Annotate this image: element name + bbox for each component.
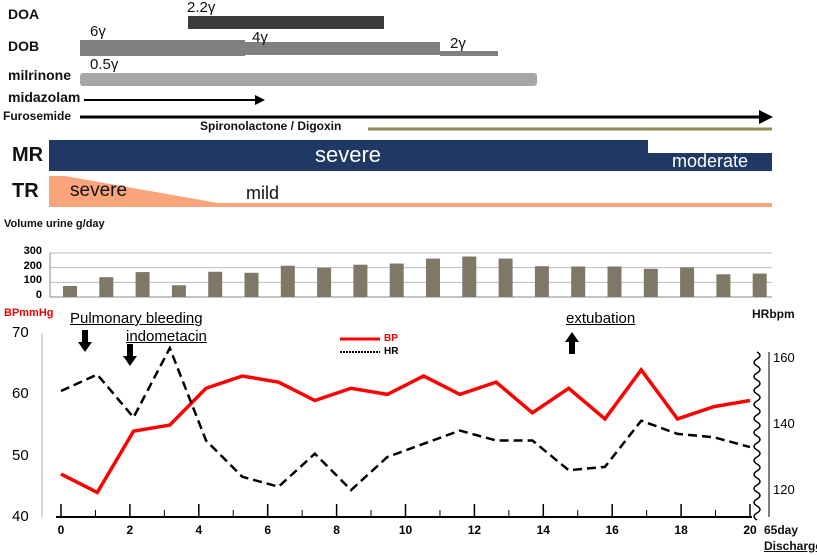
bp-axis-label: BPmmHg (4, 307, 54, 319)
x-tick-label: 0 (57, 523, 65, 537)
down-arrow-icon (123, 344, 137, 366)
legend-bp-label: BP (384, 333, 398, 344)
urine-bar (643, 268, 658, 297)
x-tick-label: 16 (605, 523, 619, 537)
urine-bar (607, 266, 622, 297)
urine-bar (534, 266, 549, 297)
milrinone-dose: 0.5γ (90, 56, 119, 73)
urine-bar (716, 274, 731, 297)
urine-bar (498, 258, 513, 297)
x-tick-label: 12 (467, 523, 482, 537)
x-end-label: 65day (764, 523, 799, 537)
dob-dose-3: 2γ (450, 35, 466, 52)
x-tick-label: 8 (333, 523, 340, 537)
bp-ytick-label: 60 (12, 385, 29, 403)
urine-bar (426, 258, 440, 297)
hr-ytick-label: 140 (773, 416, 795, 431)
x-tick-label: 20 (743, 523, 757, 537)
x-tick-label: 6 (264, 523, 272, 537)
doa-label: DOA (8, 6, 40, 22)
bp-ytick-label: 50 (12, 446, 29, 464)
dob-bar-2 (440, 51, 498, 56)
midazolam-label: midazolam (8, 89, 81, 105)
dob-dose-2: 4γ (252, 29, 268, 46)
urine-bar (171, 285, 186, 297)
x-tick-label: 4 (195, 523, 203, 537)
doa-bar (188, 16, 384, 29)
bp-line (60, 366, 751, 495)
dob-bar-6 (80, 40, 245, 56)
dob-bar-4 (245, 42, 440, 55)
annotation-pulmonary-bleeding: Pulmonary bleeding (70, 310, 203, 327)
urine-bar (135, 272, 150, 297)
mr-severe-text: severe (315, 142, 382, 167)
tr-mild-text: mild (246, 183, 280, 203)
bar-ytick-label: 0 (35, 289, 42, 301)
milrinone-label: milrinone (8, 67, 72, 83)
hr-ytick-label: 160 (773, 350, 795, 365)
urine-bar (571, 266, 586, 297)
tr-bar (49, 176, 772, 207)
urine-bar (317, 267, 332, 297)
urine-bar (389, 263, 404, 297)
x-tick-label: 2 (126, 523, 134, 537)
urine-bar (63, 286, 77, 297)
annotation-indometacin: indometacin (126, 328, 207, 345)
x-tick-label: 18 (674, 523, 688, 537)
furosemide-label: Furosemide (3, 109, 72, 123)
annotation-extubation: extubation (566, 310, 636, 327)
mr-label: MR (12, 144, 44, 166)
furosemide-arrowhead-icon (759, 110, 773, 124)
urine-bar (244, 272, 259, 297)
dob-label: DOB (8, 38, 40, 54)
bp-ytick-label: 40 (12, 508, 29, 525)
mr-moderate-bar (648, 153, 772, 171)
bar-ytick-label: 300 (23, 245, 42, 257)
mr-severe-bar (49, 140, 648, 171)
hr-line (60, 345, 751, 492)
axis-break-icon (753, 351, 761, 521)
tr-label: TR (12, 180, 39, 202)
discharge-label: Discharge (764, 539, 817, 553)
tr-severe-text: severe (70, 180, 128, 201)
mr-moderate-text: moderate (672, 151, 749, 171)
urine-title: Volume urine g/day (4, 218, 105, 230)
hr-axis-label: HRbpm (752, 307, 795, 321)
spironolactone-label: Spironolactone / Digoxin (200, 119, 342, 133)
urine-bar (208, 271, 223, 297)
legend-hr-label: HR (384, 346, 399, 357)
x-tick-label: 14 (536, 523, 550, 537)
urine-bar (99, 277, 114, 297)
urine-bar (680, 267, 695, 297)
bar-ytick-label: 100 (23, 274, 42, 287)
up-arrow-icon (565, 332, 579, 354)
urine-bar (462, 256, 477, 297)
midazolam-arrowhead-icon (255, 95, 265, 105)
milrinone-bar (80, 73, 537, 86)
bp-ytick-label: 70 (12, 324, 29, 342)
doa-dose: 2.2γ (187, 0, 216, 16)
dob-dose-1: 6γ (90, 23, 106, 40)
bar-ytick-label: 200 (23, 259, 42, 272)
down-arrow-icon (78, 330, 92, 352)
x-tick-label: 10 (398, 523, 413, 537)
hr-ytick-label: 120 (773, 482, 795, 497)
urine-bar (353, 264, 368, 297)
urine-bar (280, 265, 295, 297)
urine-bar (752, 273, 767, 297)
